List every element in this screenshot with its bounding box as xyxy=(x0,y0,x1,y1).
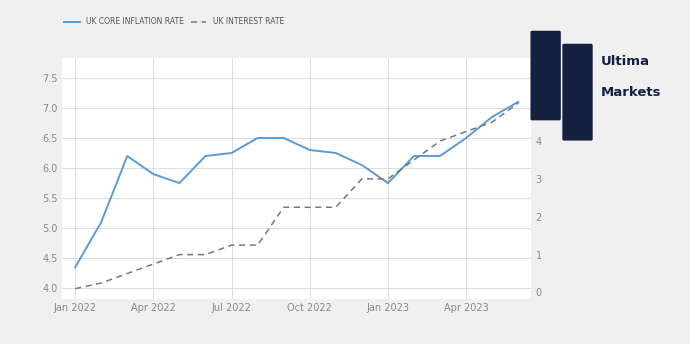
Text: Ultima: Ultima xyxy=(600,55,649,67)
Legend: UK CORE INFLATION RATE, UK INTEREST RATE: UK CORE INFLATION RATE, UK INTEREST RATE xyxy=(61,14,287,29)
Text: Markets: Markets xyxy=(600,86,661,99)
FancyBboxPatch shape xyxy=(531,31,561,120)
FancyBboxPatch shape xyxy=(562,44,593,141)
